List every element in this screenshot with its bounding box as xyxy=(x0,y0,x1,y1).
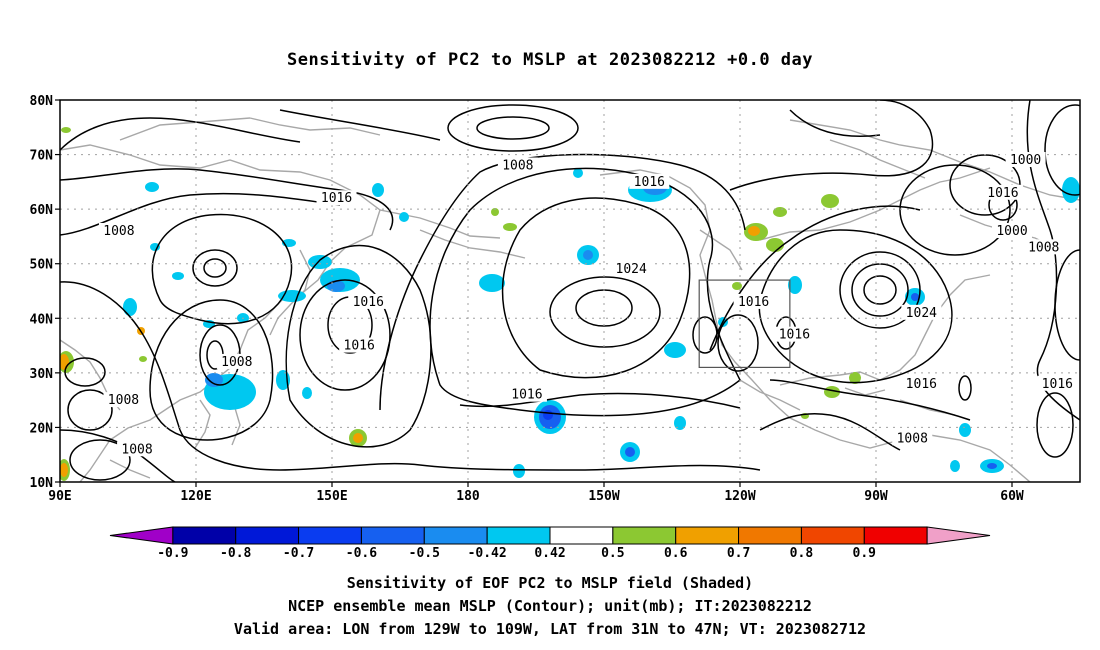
colorbar-swatch xyxy=(549,526,614,545)
lat-label: 50N xyxy=(30,258,54,273)
colorbar-tick-label: 0.5 xyxy=(601,546,624,561)
map-gridlines xyxy=(60,100,1080,482)
contour-label-bg xyxy=(339,337,380,353)
lat-label: 20N xyxy=(30,421,54,436)
lon-label: 120W xyxy=(724,489,755,504)
contour-label-bg xyxy=(611,261,652,277)
contour-label-bg xyxy=(992,222,1032,238)
contour-label: 1008 xyxy=(1028,240,1059,255)
colorbar-tick-label: 0.7 xyxy=(727,546,750,561)
caption-contour: NCEP ensemble mean MSLP (Contour); unit(… xyxy=(288,597,812,615)
contour-label: 1016 xyxy=(353,295,384,310)
contour-label: 1016 xyxy=(906,377,937,392)
colorbar-tick-label: -0.5 xyxy=(409,546,440,561)
contour-label: 1008 xyxy=(502,158,533,173)
lat-label: 70N xyxy=(30,149,54,164)
contour-label-bg xyxy=(1023,239,1064,255)
colorbar: -0.9 -0.8 -0.7 -0.6 -0.5 -0.42 0.42 0.5 0.6 0.7 0.… xyxy=(109,526,991,561)
contour-label: 1016 xyxy=(511,388,542,403)
contour-label: 1016 xyxy=(344,339,375,354)
lat-label: 80N xyxy=(30,94,54,109)
contour-label: 1008 xyxy=(221,355,252,370)
contour-label: 1008 xyxy=(103,224,134,239)
colorbar-tick-label: -0.7 xyxy=(283,546,314,561)
colorbar-swatch xyxy=(235,526,300,545)
contour-label-bg xyxy=(216,353,257,369)
contour-label: 1008 xyxy=(108,393,139,408)
colorbar-swatch xyxy=(863,526,928,545)
colorbar-swatch xyxy=(486,526,551,545)
colorbar-tick-label: 0.6 xyxy=(664,546,688,561)
contour-label: 1024 xyxy=(616,262,647,277)
contour-label-bg xyxy=(901,375,942,391)
contour-label-bg xyxy=(1037,375,1078,391)
valid-area-box xyxy=(698,279,791,369)
contour-label: 1008 xyxy=(897,431,928,446)
contour-label: 1016 xyxy=(321,191,352,206)
contour-label-bg xyxy=(497,157,538,173)
contour-label: 1024 xyxy=(906,306,937,321)
contour-label-bg xyxy=(506,386,547,402)
contour-label: 1016 xyxy=(987,186,1018,201)
contour-label: 1016 xyxy=(779,328,810,343)
contour-label-bg xyxy=(98,222,139,238)
contour-label-bg xyxy=(982,184,1023,200)
lat-label: 40N xyxy=(30,312,54,327)
contour-label: 1000 xyxy=(1010,153,1041,168)
caption-shaded: Sensitivity of EOF PC2 to MSLP field (Sh… xyxy=(346,574,754,592)
lon-label: 60W xyxy=(1000,489,1024,504)
contour-label-bg xyxy=(103,392,144,408)
colorbar-swatch xyxy=(926,526,991,545)
colorbar-tick-label: 0.9 xyxy=(853,546,876,561)
lon-label: 150W xyxy=(588,489,619,504)
colorbar-swatch xyxy=(109,526,174,545)
contour-label-bg xyxy=(774,326,815,342)
colorbar-tick-label: -0.42 xyxy=(468,546,507,561)
mslp-contours xyxy=(60,100,1080,482)
lat-label: 60N xyxy=(30,203,54,218)
contour-label-bg xyxy=(316,190,357,206)
colorbar-swatch xyxy=(360,526,425,545)
map-title: Sensitivity of PC2 to MSLP at 2023082212… xyxy=(286,50,813,70)
colorbar-swatch xyxy=(675,526,740,545)
contour-label-bg xyxy=(733,293,774,309)
lon-label: 150E xyxy=(316,489,347,504)
colorbar-swatch xyxy=(612,526,677,545)
contour-label: 1008 xyxy=(121,442,152,457)
colorbar-tick-label: 0.8 xyxy=(790,546,814,561)
contour-label-bg xyxy=(892,430,933,446)
colorbar-swatch xyxy=(800,526,865,545)
colorbar-swatch xyxy=(423,526,488,545)
map-frame xyxy=(59,99,1081,483)
colorbar-swatch xyxy=(738,526,802,545)
lat-label: 30N xyxy=(30,367,54,382)
contour-label-bg xyxy=(901,304,942,320)
colorbar-tick-label: -0.8 xyxy=(220,546,251,561)
colorbar-tick-label: -0.6 xyxy=(346,546,377,561)
contour-label: 1016 xyxy=(738,295,769,310)
contour-label-bg xyxy=(348,293,389,309)
lon-label: 90W xyxy=(864,489,888,504)
contour-label-bg xyxy=(117,441,158,457)
colorbar-swatch xyxy=(298,526,362,545)
contour-label-bg xyxy=(629,173,670,189)
contour-label: 1016 xyxy=(634,175,665,190)
caption-valid-area: Valid area: LON from 129W to 109W, LAT f… xyxy=(233,620,867,638)
lon-label: 180 xyxy=(456,489,480,504)
contour-label-bg xyxy=(1005,152,1046,168)
sensitivity-shading xyxy=(60,127,1080,481)
lon-label: 90E xyxy=(48,489,71,504)
lat-label: 10N xyxy=(30,476,54,491)
colorbar-tick-label: 0.42 xyxy=(534,546,565,561)
colorbar-swatch xyxy=(172,526,237,545)
contour-label: 1000 xyxy=(996,224,1027,239)
contour-label: 1016 xyxy=(1042,377,1073,392)
contour-labels: 1008101610081016101610001000100810241016… xyxy=(98,152,1078,457)
colorbar-tick-label: -0.9 xyxy=(157,546,188,561)
lon-label: 120E xyxy=(180,489,211,504)
